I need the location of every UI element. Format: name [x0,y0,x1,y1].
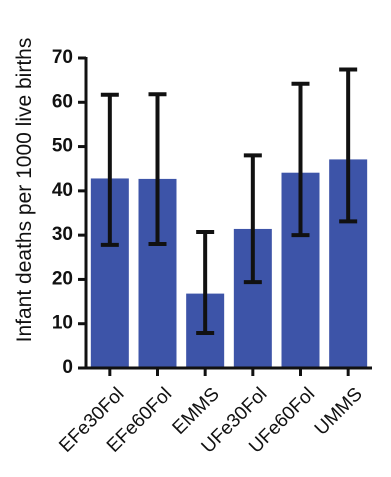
y-tick-label-20: 20 [52,268,73,289]
error-bar-EFe60Fol [148,92,167,246]
x-tick-label-UMMS: UMMS [311,384,367,440]
y-tick-labels-layer: 0 10 20 30 40 50 60 70 [52,47,73,378]
bars-layer [90,159,368,368]
error-bars-layer [100,67,358,336]
y-tick-label-60: 60 [52,91,73,112]
error-bar-EMMS [196,230,215,336]
y-tick-label-50: 50 [52,136,73,157]
y-tick-label-30: 30 [52,224,73,245]
y-axis-title-group: Infant deaths per 1000 live births [13,38,36,343]
y-axis-title: Infant deaths per 1000 live births [13,38,36,343]
error-bar-UFe30Fol [243,153,262,285]
y-tick-label-10: 10 [52,313,73,334]
error-bar-UFe60Fol [291,81,310,238]
axes-layer [78,56,372,376]
error-bar-UMMS [339,67,358,224]
y-tick-label-40: 40 [52,180,73,201]
y-tick-label-70: 70 [52,47,73,68]
error-bar-EFe30Fol [100,92,119,247]
y-tick-label-0: 0 [62,357,73,378]
